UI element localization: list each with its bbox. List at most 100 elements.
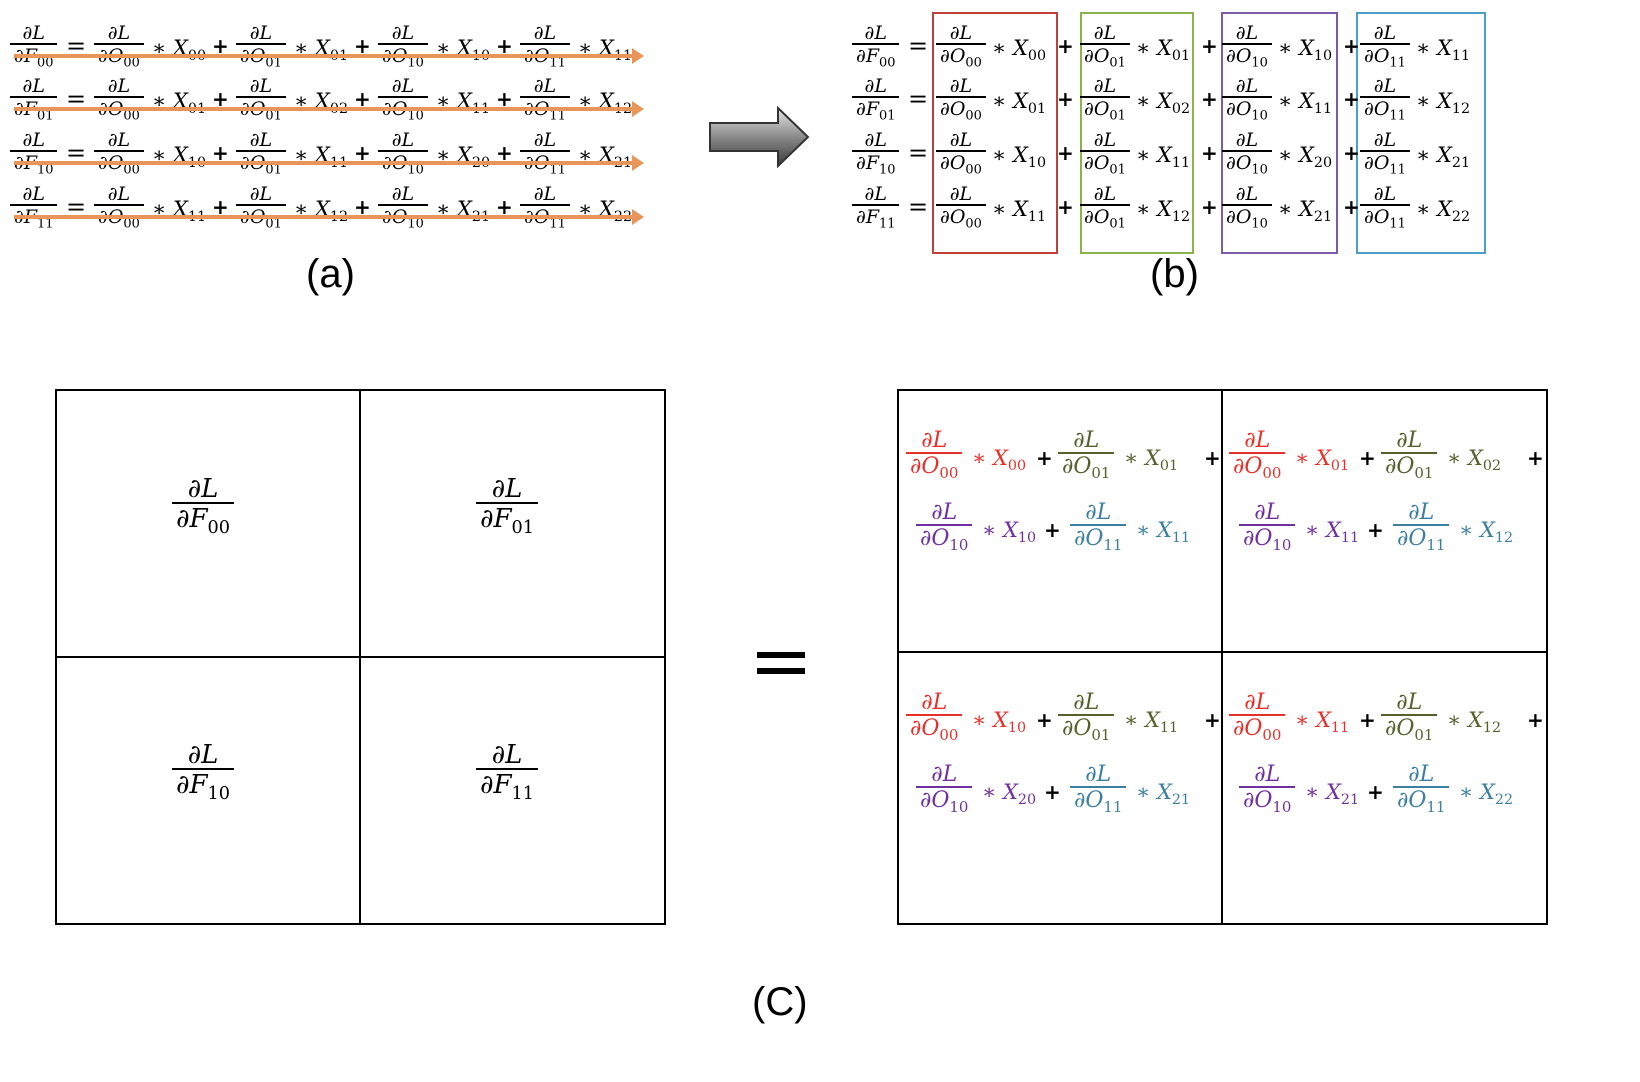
gradient-cell-fraction: ∂L ∂F00 <box>172 476 234 538</box>
x-term: ∗ X12 <box>294 197 348 224</box>
partial-fraction: ∂L∂O10 <box>1222 131 1272 177</box>
colored-partial-fraction: ∂L ∂O10 <box>1239 502 1296 553</box>
plus-symbol: + <box>496 141 513 165</box>
plus-symbol: + <box>1201 87 1218 111</box>
x-term: ∗ X12 <box>1416 89 1471 117</box>
colored-partial-fraction: ∂L ∂O00 <box>1229 430 1286 481</box>
colored-partial-fraction: ∂L ∂O00 <box>906 692 963 743</box>
x-term: ∗ X01 <box>294 36 348 63</box>
colored-x-term: ∗ X11 <box>1295 708 1350 736</box>
partial-fraction: ∂L∂O01 <box>236 77 286 123</box>
partial-fraction: ∂L∂O01 <box>1080 24 1130 70</box>
colored-x-term: ∗ X01 <box>1295 446 1350 474</box>
partial-fraction: ∂L∂O01 <box>236 185 286 231</box>
equals-symbol: = <box>66 193 87 221</box>
x-term: ∗ X11 <box>1136 143 1191 171</box>
term-group-box <box>1356 12 1486 254</box>
plus-symbol: + <box>496 34 513 58</box>
result-divider-vertical <box>1221 389 1223 925</box>
x-term: ∗ X21 <box>1278 197 1333 225</box>
partial-fraction: ∂L∂O01 <box>1080 77 1130 123</box>
x-term: ∗ X00 <box>152 36 206 63</box>
x-term: ∗ X02 <box>1136 89 1191 117</box>
orange-arrowhead <box>632 209 644 225</box>
plus-symbol: + <box>1044 780 1061 804</box>
colored-x-term: ∗ X21 <box>1136 780 1191 808</box>
colored-x-term: ∗ X22 <box>1459 780 1514 808</box>
plus-symbol: + <box>1201 195 1218 219</box>
plus-symbol: + <box>1036 446 1053 470</box>
x-term: ∗ X01 <box>1136 36 1191 64</box>
x-term: ∗ X12 <box>1136 197 1191 225</box>
x-term: ∗ X20 <box>1278 143 1333 171</box>
colored-x-term: ∗ X11 <box>1124 708 1179 736</box>
x-term: ∗ X22 <box>1416 197 1471 225</box>
equals-sign <box>757 652 805 674</box>
colored-partial-fraction: ∂L ∂O11 <box>1070 764 1127 815</box>
caption-b: (b) <box>1150 252 1199 296</box>
plus-symbol: + <box>1204 708 1221 732</box>
partial-fraction: ∂L∂O10 <box>378 77 428 123</box>
colored-partial-fraction: ∂L ∂O00 <box>906 430 963 481</box>
grid-divider-horizontal <box>55 656 666 658</box>
colored-x-term: ∗ X00 <box>972 446 1027 474</box>
colored-partial-fraction: ∂L ∂O11 <box>1393 764 1450 815</box>
partial-fraction: ∂L∂O11 <box>1360 131 1410 177</box>
partial-fraction: ∂L∂O10 <box>1222 77 1272 123</box>
orange-arrowhead <box>632 48 644 64</box>
x-term: ∗ X01 <box>992 89 1047 117</box>
equals-symbol: = <box>66 85 87 113</box>
partial-fraction: ∂L∂O00 <box>94 77 144 123</box>
colored-partial-fraction: ∂L ∂O01 <box>1058 430 1115 481</box>
x-term: ∗ X10 <box>992 143 1047 171</box>
x-term: ∗ X11 <box>578 36 632 63</box>
gradient-cell-fraction: ∂L ∂F11 <box>476 742 538 804</box>
partial-fraction: ∂L∂O01 <box>1080 131 1130 177</box>
orange-arrowhead <box>632 101 644 117</box>
x-term: ∗ X12 <box>578 89 632 116</box>
colored-x-term: ∗ X02 <box>1447 446 1502 474</box>
x-term: ∗ X11 <box>152 197 206 224</box>
partial-fraction: ∂L∂O11 <box>1360 24 1410 70</box>
colored-x-term: ∗ X01 <box>1124 446 1179 474</box>
x-term: ∗ X11 <box>992 197 1047 225</box>
colored-x-term: ∗ X10 <box>982 518 1037 546</box>
gradient-cell-fraction: ∂L ∂F10 <box>172 742 234 804</box>
orange-arrowhead <box>632 155 644 171</box>
colored-x-term: ∗ X20 <box>982 780 1037 808</box>
plus-symbol: + <box>1343 34 1360 58</box>
partial-fraction: ∂L∂O10 <box>378 185 428 231</box>
lhs-fraction: ∂L∂F10 <box>852 131 900 177</box>
partial-fraction: ∂L∂O00 <box>936 131 986 177</box>
equals-symbol: = <box>908 32 929 60</box>
orange-arrow-line <box>14 161 636 165</box>
plus-symbol: + <box>1201 141 1218 165</box>
plus-symbol: + <box>1527 708 1544 732</box>
plus-symbol: + <box>496 195 513 219</box>
x-term: ∗ X02 <box>294 89 348 116</box>
panel-b: ∂L ∂F00 = ∂L ∂O00 ∗ X00 + ∂L ∂O01 ∗ X01 + ∂L ∂O10 ∗ X… <box>850 0 1490 260</box>
colored-x-term: ∗ X10 <box>972 708 1027 736</box>
partial-fraction: ∂L∂O10 <box>1222 24 1272 70</box>
x-term: ∗ X21 <box>436 197 490 224</box>
lhs-fraction: ∂L∂F01 <box>852 77 900 123</box>
plus-symbol: + <box>212 34 229 58</box>
plus-symbol: + <box>1367 780 1384 804</box>
orange-arrow-line <box>14 107 636 111</box>
partial-fraction: ∂L∂O11 <box>520 77 570 123</box>
partial-fraction: ∂L∂O10 <box>378 131 428 177</box>
term-group-box <box>1080 12 1194 254</box>
plus-symbol: + <box>1201 34 1218 58</box>
orange-arrow-line <box>14 54 636 58</box>
x-term: ∗ X21 <box>578 143 632 170</box>
partial-fraction: ∂L∂O00 <box>936 185 986 231</box>
plus-symbol: + <box>1204 446 1221 470</box>
x-term: ∗ X10 <box>1278 36 1333 64</box>
x-term: ∗ X21 <box>1416 143 1471 171</box>
colored-x-term: ∗ X11 <box>1136 518 1191 546</box>
colored-partial-fraction: ∂L ∂O01 <box>1381 430 1438 481</box>
term-group-box <box>1221 12 1338 254</box>
colored-x-term: ∗ X12 <box>1447 708 1502 736</box>
partial-fraction: ∂L∂O11 <box>520 185 570 231</box>
plus-symbol: + <box>1057 34 1074 58</box>
